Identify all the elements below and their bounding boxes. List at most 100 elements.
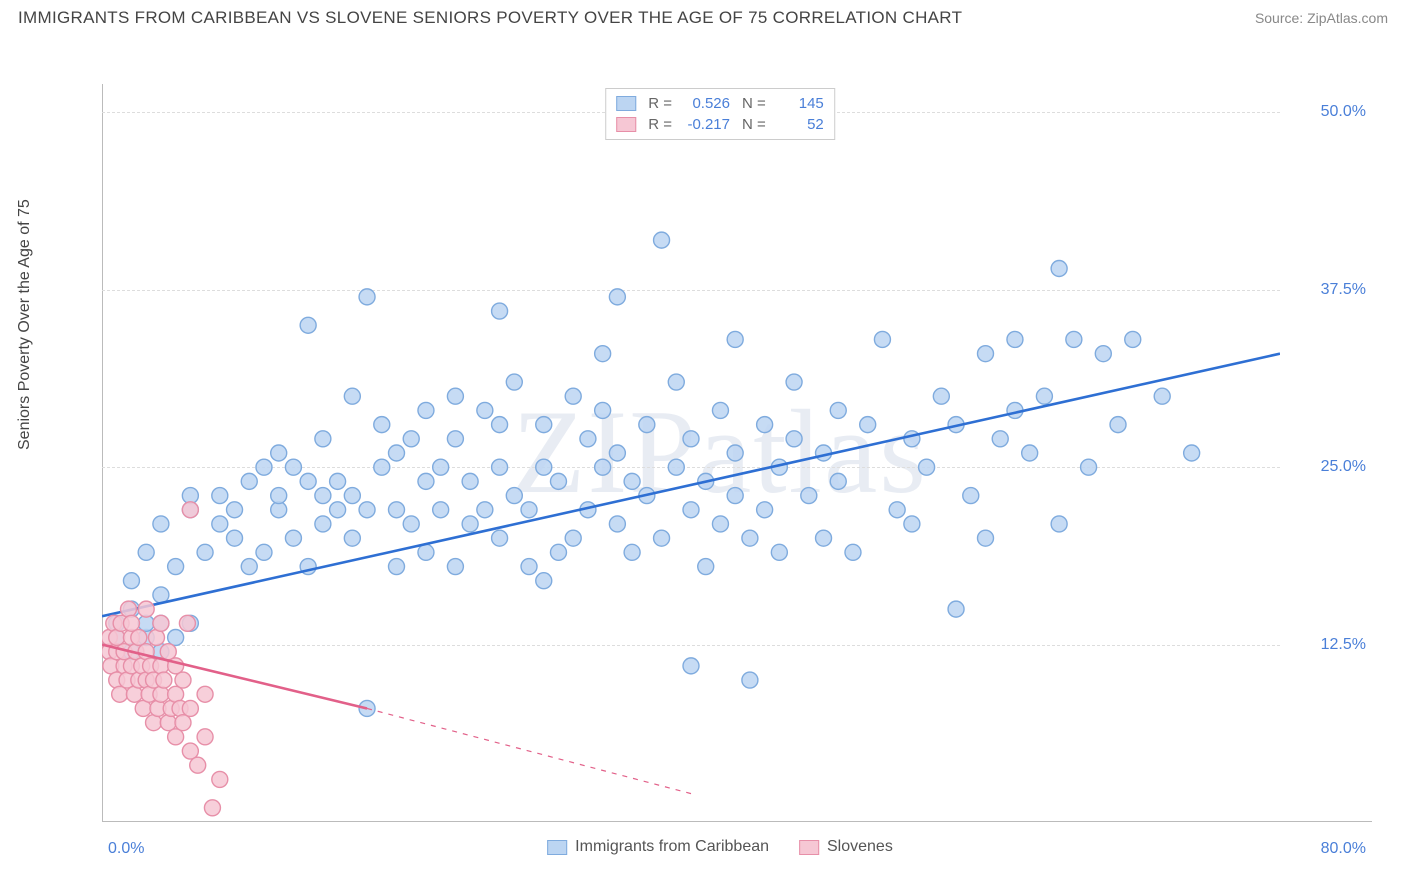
data-point [227, 530, 243, 546]
data-point [683, 502, 699, 518]
data-point [668, 459, 684, 475]
swatch-caribbean [616, 96, 636, 111]
data-point [609, 516, 625, 532]
data-point [506, 374, 522, 390]
data-point [639, 417, 655, 433]
data-point [786, 374, 802, 390]
data-point [477, 402, 493, 418]
data-point [153, 686, 169, 702]
data-point [1051, 261, 1067, 277]
data-point [668, 374, 684, 390]
data-point [156, 672, 172, 688]
data-point [712, 516, 728, 532]
data-point [344, 488, 360, 504]
data-point [418, 473, 434, 489]
x-tick-origin: 0.0% [108, 840, 144, 858]
data-point [300, 473, 316, 489]
data-point [212, 771, 228, 787]
data-point [1154, 388, 1170, 404]
data-point [462, 473, 478, 489]
r-label: R = [648, 116, 672, 133]
data-point [477, 502, 493, 518]
data-point [978, 346, 994, 362]
data-point [241, 473, 257, 489]
n-label: N = [742, 95, 766, 112]
y-tick-label: 12.5% [1321, 636, 1366, 654]
data-point [536, 417, 552, 433]
data-point [212, 488, 228, 504]
data-point [389, 502, 405, 518]
data-point [536, 459, 552, 475]
data-point [978, 530, 994, 546]
data-point [168, 559, 184, 575]
y-tick-label: 50.0% [1321, 103, 1366, 121]
data-point [1066, 331, 1082, 347]
data-point [389, 445, 405, 461]
bottom-legend: Immigrants from Caribbean Slovenes [547, 838, 893, 856]
data-point [536, 573, 552, 589]
data-point [565, 530, 581, 546]
data-point [830, 473, 846, 489]
data-point [654, 232, 670, 248]
legend-item-caribbean: Immigrants from Caribbean [547, 838, 769, 856]
data-point [742, 672, 758, 688]
data-point [963, 488, 979, 504]
data-point [757, 502, 773, 518]
data-point [153, 516, 169, 532]
r-value-caribbean: 0.526 [680, 95, 730, 112]
data-point [175, 672, 191, 688]
data-point [344, 530, 360, 546]
data-point [112, 686, 128, 702]
data-point [727, 331, 743, 347]
swatch-caribbean [547, 840, 567, 855]
data-point [874, 331, 890, 347]
r-value-slovene: -0.217 [680, 116, 730, 133]
data-point [123, 615, 139, 631]
data-point [1036, 388, 1052, 404]
data-point [204, 800, 220, 816]
data-point [1110, 417, 1126, 433]
data-point [418, 402, 434, 418]
data-point [212, 516, 228, 532]
y-tick-label: 25.0% [1321, 458, 1366, 476]
plot-region [102, 84, 1280, 822]
data-point [121, 601, 137, 617]
data-point [609, 445, 625, 461]
data-point [904, 516, 920, 532]
data-point [227, 502, 243, 518]
regression-line [102, 354, 1280, 617]
data-point [595, 402, 611, 418]
data-point [698, 559, 714, 575]
legend-row-caribbean: R = 0.526 N = 145 [616, 93, 824, 114]
legend-row-slovene: R = -0.217 N = 52 [616, 114, 824, 135]
data-point [315, 488, 331, 504]
data-point [492, 459, 508, 475]
data-point [550, 473, 566, 489]
data-point [447, 388, 463, 404]
data-point [197, 544, 213, 560]
data-point [786, 431, 802, 447]
legend-label-caribbean: Immigrants from Caribbean [575, 838, 769, 856]
data-point [175, 715, 191, 731]
data-point [374, 459, 390, 475]
data-point [403, 431, 419, 447]
data-point [447, 431, 463, 447]
data-point [816, 530, 832, 546]
data-point [654, 530, 670, 546]
data-point [433, 502, 449, 518]
data-point [683, 658, 699, 674]
data-point [492, 303, 508, 319]
data-point [190, 757, 206, 773]
data-point [330, 473, 346, 489]
data-point [521, 559, 537, 575]
swatch-slovene [616, 117, 636, 132]
source-attribution: Source: ZipAtlas.com [1255, 10, 1388, 26]
data-point [521, 502, 537, 518]
data-point [595, 459, 611, 475]
data-point [168, 729, 184, 745]
data-point [1184, 445, 1200, 461]
legend-label-slovene: Slovenes [827, 838, 893, 856]
data-point [285, 530, 301, 546]
data-point [492, 417, 508, 433]
scatter-svg [102, 84, 1280, 822]
